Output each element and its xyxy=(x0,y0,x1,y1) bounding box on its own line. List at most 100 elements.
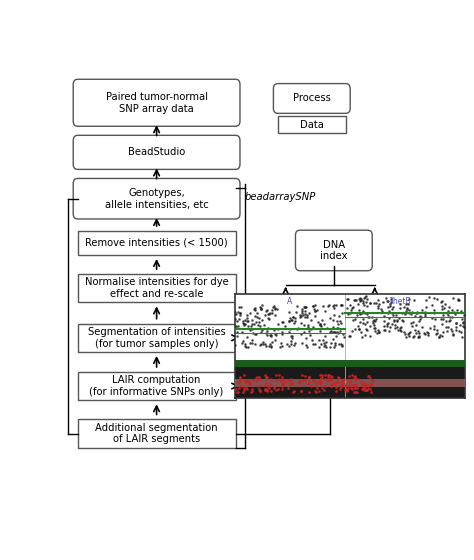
Point xyxy=(368,375,376,384)
Point xyxy=(337,318,345,327)
Point xyxy=(317,373,325,382)
Point xyxy=(268,337,276,346)
Point xyxy=(348,371,356,380)
Point xyxy=(278,381,285,390)
Point xyxy=(397,327,405,336)
Point xyxy=(316,379,324,388)
Point xyxy=(346,332,354,340)
Point xyxy=(240,386,248,395)
Point xyxy=(243,314,251,323)
Point xyxy=(319,302,327,311)
Point xyxy=(267,332,274,340)
Point xyxy=(278,318,286,327)
Point xyxy=(340,374,347,383)
Point xyxy=(414,309,421,318)
Point xyxy=(239,317,246,326)
Point xyxy=(382,326,389,335)
Point xyxy=(421,311,428,320)
Bar xyxy=(235,294,465,365)
Point xyxy=(241,342,249,351)
Point xyxy=(301,302,308,311)
Point xyxy=(232,322,239,331)
Point xyxy=(352,388,360,396)
Point xyxy=(290,319,298,328)
Point xyxy=(297,319,305,328)
Point xyxy=(241,321,248,330)
Point xyxy=(265,383,273,392)
Point xyxy=(386,323,394,332)
Point xyxy=(326,342,333,351)
Point xyxy=(325,371,333,380)
Point xyxy=(318,384,326,393)
Point xyxy=(445,306,452,315)
Point xyxy=(415,328,423,337)
Point xyxy=(320,320,328,329)
Point xyxy=(273,305,281,314)
Point xyxy=(428,313,436,322)
Point xyxy=(353,375,361,384)
Point xyxy=(306,388,313,396)
Point xyxy=(261,340,268,349)
Point xyxy=(325,301,333,310)
Point xyxy=(327,382,335,391)
Point xyxy=(316,320,324,329)
Point xyxy=(329,327,337,336)
Point xyxy=(236,309,244,318)
Point xyxy=(285,375,293,384)
Point xyxy=(408,308,416,317)
Point xyxy=(398,323,405,332)
Point xyxy=(287,337,294,346)
Point xyxy=(371,316,378,325)
Point xyxy=(283,339,291,348)
Point xyxy=(255,318,263,327)
Point xyxy=(272,305,279,314)
Point xyxy=(437,314,444,323)
Point xyxy=(301,310,309,319)
Point xyxy=(401,329,409,338)
Point xyxy=(344,386,351,395)
Point xyxy=(348,303,356,312)
Point xyxy=(422,296,430,305)
Point xyxy=(267,343,275,352)
Point xyxy=(448,305,456,314)
Point xyxy=(244,322,252,331)
Point xyxy=(355,322,362,331)
Point xyxy=(277,377,285,386)
Point xyxy=(354,384,361,393)
Point xyxy=(291,316,299,325)
Point xyxy=(266,309,274,318)
Point xyxy=(279,376,287,385)
Point xyxy=(371,324,379,333)
Point xyxy=(321,331,328,340)
Point xyxy=(402,300,410,309)
Point xyxy=(398,316,405,325)
Point xyxy=(375,299,383,308)
Point xyxy=(412,321,420,330)
Point xyxy=(264,323,272,332)
Point xyxy=(407,309,415,318)
Point xyxy=(257,340,265,349)
Point xyxy=(338,377,346,386)
Point xyxy=(341,386,348,395)
Point xyxy=(311,306,319,315)
Point xyxy=(254,321,262,330)
Point xyxy=(280,377,287,386)
Point xyxy=(347,305,355,314)
Point xyxy=(279,380,286,389)
Text: Paired tumor-normal
SNP array data: Paired tumor-normal SNP array data xyxy=(106,92,208,114)
Point xyxy=(333,301,340,310)
Point xyxy=(351,374,359,382)
Point xyxy=(374,295,382,304)
Point xyxy=(410,332,417,341)
Point xyxy=(263,373,271,382)
Point xyxy=(368,376,376,385)
Point xyxy=(297,387,305,396)
Point xyxy=(303,343,311,352)
Point xyxy=(391,317,398,326)
Point xyxy=(445,323,452,332)
Point xyxy=(273,324,281,333)
Point xyxy=(313,380,320,389)
Point xyxy=(277,338,284,347)
Point xyxy=(412,308,420,317)
Point xyxy=(396,325,404,334)
